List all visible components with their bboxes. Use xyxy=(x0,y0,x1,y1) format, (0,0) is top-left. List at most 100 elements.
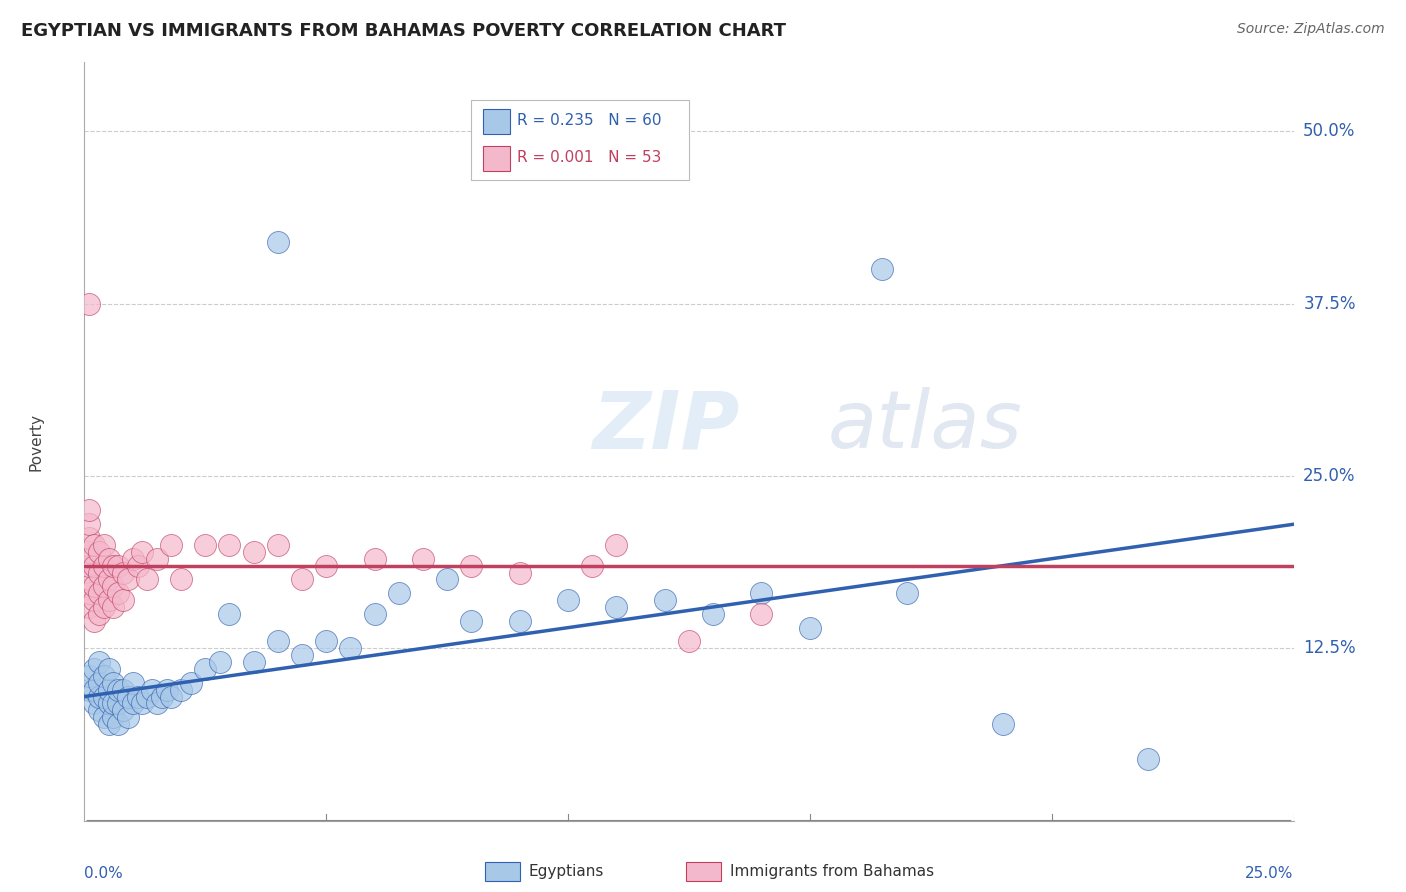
Point xyxy=(291,648,314,663)
Point xyxy=(131,697,153,711)
Point xyxy=(180,675,202,690)
Point xyxy=(136,573,159,587)
Point xyxy=(77,545,100,559)
Text: Poverty: Poverty xyxy=(28,412,44,471)
Point xyxy=(103,599,125,614)
Point xyxy=(83,614,105,628)
Point xyxy=(77,296,100,310)
Point xyxy=(83,579,105,593)
Text: 0.0%: 0.0% xyxy=(84,866,124,881)
Point xyxy=(87,675,110,690)
Point xyxy=(146,697,169,711)
Point xyxy=(87,703,110,717)
Point xyxy=(117,690,139,704)
Point xyxy=(77,586,100,600)
Point xyxy=(107,586,129,600)
Point xyxy=(83,538,105,552)
Point xyxy=(872,262,894,277)
Point xyxy=(93,538,115,552)
Text: 12.5%: 12.5% xyxy=(1303,640,1355,657)
Point xyxy=(112,703,135,717)
Point xyxy=(218,538,240,552)
Point xyxy=(141,682,163,697)
Point xyxy=(77,669,100,683)
Point xyxy=(363,607,385,621)
Point xyxy=(77,558,100,573)
Text: Source: ZipAtlas.com: Source: ZipAtlas.com xyxy=(1237,22,1385,37)
Point xyxy=(150,690,173,704)
Point xyxy=(121,675,143,690)
Point xyxy=(654,593,676,607)
Point xyxy=(267,235,290,249)
Point xyxy=(93,669,115,683)
Text: 25.0%: 25.0% xyxy=(1303,467,1355,485)
Text: 50.0%: 50.0% xyxy=(1303,122,1355,140)
Point xyxy=(702,607,724,621)
Point xyxy=(77,599,100,614)
Point xyxy=(117,573,139,587)
Point xyxy=(77,517,100,532)
Point xyxy=(339,641,361,656)
Point xyxy=(315,634,337,648)
Point xyxy=(107,697,129,711)
Point xyxy=(103,710,125,724)
Point xyxy=(83,682,105,697)
Bar xyxy=(471,101,689,180)
Point xyxy=(160,690,183,704)
Point xyxy=(77,573,100,587)
Point xyxy=(315,558,337,573)
Point xyxy=(112,593,135,607)
Point xyxy=(131,545,153,559)
Point xyxy=(97,573,120,587)
Point xyxy=(170,573,193,587)
Point xyxy=(993,717,1015,731)
Point xyxy=(83,593,105,607)
Point xyxy=(87,586,110,600)
Point xyxy=(509,614,531,628)
Point xyxy=(97,697,120,711)
Point xyxy=(103,697,125,711)
Point xyxy=(242,545,264,559)
Point xyxy=(127,690,149,704)
Text: EGYPTIAN VS IMMIGRANTS FROM BAHAMAS POVERTY CORRELATION CHART: EGYPTIAN VS IMMIGRANTS FROM BAHAMAS POVE… xyxy=(21,22,786,40)
Point xyxy=(605,599,627,614)
Point xyxy=(87,655,110,669)
Point xyxy=(93,690,115,704)
Point xyxy=(1137,751,1160,765)
Bar xyxy=(484,110,510,135)
Point xyxy=(136,690,159,704)
Text: 25.0%: 25.0% xyxy=(1246,866,1294,881)
Point xyxy=(896,586,918,600)
Point xyxy=(107,717,129,731)
Point xyxy=(799,621,821,635)
Point xyxy=(170,682,193,697)
Point xyxy=(208,655,231,669)
Point xyxy=(291,573,314,587)
Point xyxy=(97,717,120,731)
Point xyxy=(103,675,125,690)
Point xyxy=(87,566,110,580)
Point xyxy=(388,586,411,600)
Point xyxy=(77,682,100,697)
Point xyxy=(436,573,458,587)
Point xyxy=(83,697,105,711)
Point xyxy=(103,558,125,573)
Point xyxy=(751,607,773,621)
Point xyxy=(87,607,110,621)
Point xyxy=(93,599,115,614)
Point xyxy=(267,634,290,648)
Point xyxy=(97,682,120,697)
Text: Immigrants from Bahamas: Immigrants from Bahamas xyxy=(730,864,934,879)
Point xyxy=(97,593,120,607)
Text: ZIP: ZIP xyxy=(592,387,740,466)
Point xyxy=(363,551,385,566)
Point xyxy=(605,538,627,552)
Point xyxy=(97,662,120,676)
Point xyxy=(107,682,129,697)
Point xyxy=(93,579,115,593)
Text: Egyptians: Egyptians xyxy=(529,864,605,879)
Point xyxy=(509,566,531,580)
Point xyxy=(557,593,579,607)
Point xyxy=(121,697,143,711)
Point xyxy=(77,531,100,545)
